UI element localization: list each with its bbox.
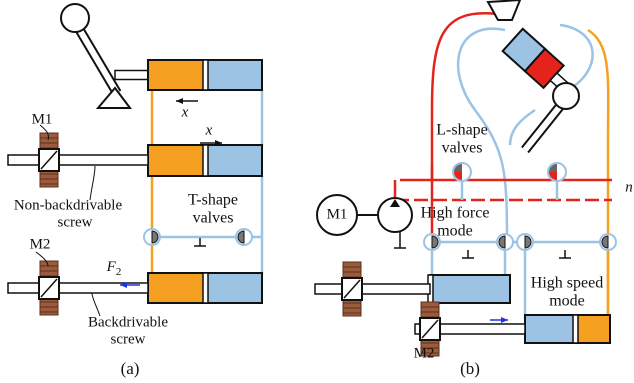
panel-label: (a) [121, 359, 140, 378]
hopper [488, 0, 520, 20]
line-label: n [625, 179, 633, 195]
chamber [205, 60, 262, 90]
piston [203, 273, 208, 303]
rod [315, 284, 430, 294]
rod [115, 71, 148, 80]
mode-label: High force [421, 205, 490, 222]
lever-knob [61, 4, 89, 32]
mode-label: High speed [531, 275, 603, 292]
screw-label: screw [58, 214, 93, 230]
mode-label: mode [437, 223, 473, 240]
screw-label: screw [111, 331, 146, 347]
body: M1 x x Non-backdrivable screw T-shape va… [0, 0, 634, 383]
screw-label: Backdrivable [88, 314, 168, 330]
motor-label: M2 [414, 345, 435, 361]
valve-label: valves [442, 140, 483, 157]
force-subscript: 2 [116, 266, 122, 278]
chamber [148, 60, 205, 90]
rod [8, 155, 148, 165]
lever-knob [553, 83, 579, 109]
arrow-head [176, 98, 183, 104]
arrow-head [501, 317, 508, 323]
shapes [8, 0, 616, 356]
chamber [148, 273, 205, 303]
chamber [525, 315, 575, 343]
chamber [575, 315, 610, 343]
chamber [148, 145, 205, 176]
chamber [205, 145, 262, 176]
motor-label: M1 [327, 206, 348, 222]
mode-label: mode [549, 293, 585, 310]
valve-label: valves [193, 210, 234, 227]
chamber [205, 273, 262, 303]
lever [75, 22, 117, 93]
valve-label: T-shape [188, 192, 238, 209]
displacement-label: x [205, 122, 213, 138]
motor-label: M1 [32, 111, 53, 127]
force-label: F2 [106, 259, 122, 277]
piston [573, 315, 578, 343]
leader [92, 293, 100, 316]
screw-label: Non-backdrivable [14, 197, 123, 213]
chamber [430, 275, 510, 303]
piston [203, 145, 208, 176]
motor-label: M2 [30, 236, 51, 252]
page: {"panel_a":{"label":"(a)","motor_1":"M1"… [0, 0, 634, 383]
valve-label: L-shape [436, 122, 488, 139]
displacement-label: x [181, 104, 189, 120]
figure: M1 x x Non-backdrivable screw T-shape va… [0, 0, 634, 383]
pivot [98, 88, 130, 108]
panel-label: (b) [460, 359, 480, 378]
leader [90, 166, 95, 200]
piston [203, 60, 208, 90]
